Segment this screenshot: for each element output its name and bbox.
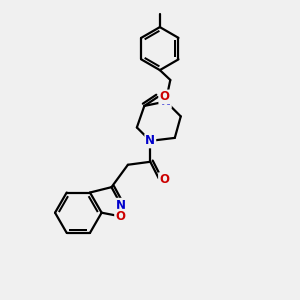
Text: N: N [116,199,126,212]
Text: O: O [159,173,169,186]
Text: N: N [161,95,171,108]
Text: O: O [115,210,125,223]
Text: O: O [159,91,169,103]
Text: N: N [145,134,155,147]
